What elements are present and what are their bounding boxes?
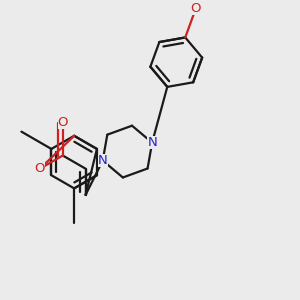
Text: N: N [98,154,108,167]
Text: N: N [147,136,157,149]
Text: O: O [190,2,201,15]
Text: O: O [35,162,45,175]
Text: O: O [58,116,68,129]
